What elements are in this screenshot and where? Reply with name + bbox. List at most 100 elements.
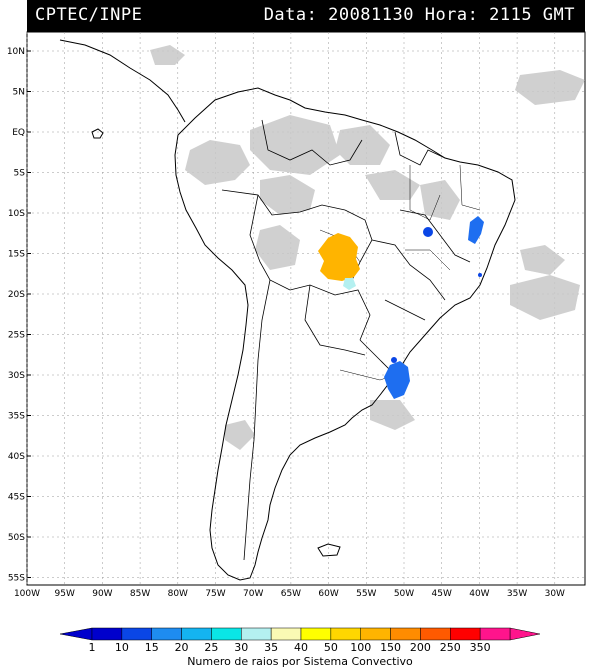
color-scale-label: 200 bbox=[410, 641, 431, 654]
color-scale-swatch bbox=[479, 627, 511, 641]
border bbox=[371, 239, 446, 301]
color-scale-swatch bbox=[330, 627, 361, 641]
border bbox=[304, 284, 366, 356]
color-scale-label: 150 bbox=[380, 641, 401, 654]
color-scale-swatch bbox=[181, 627, 212, 641]
map-header: CPTEC/INPE Data: 20081130 Hora: 2115 GMT bbox=[27, 0, 585, 32]
color-scale-swatch bbox=[241, 627, 272, 641]
color-scale-swatch bbox=[450, 627, 481, 641]
color-scale-label: 15 bbox=[145, 641, 159, 654]
lon-label: 50W bbox=[394, 589, 414, 599]
lat-label: 40S bbox=[8, 452, 25, 462]
lon-label: 60W bbox=[318, 589, 338, 599]
latitude-labels: 10N 5N EQ 5S 10S 15S 20S 25S 30S 35S 40S 45S 50S 55S bbox=[7, 47, 25, 584]
galapagos bbox=[91, 128, 104, 139]
lat-label: 15S bbox=[8, 250, 25, 260]
border bbox=[409, 165, 441, 221]
cloud-patch bbox=[370, 400, 415, 430]
lon-label: 65W bbox=[281, 589, 301, 599]
color-scale-swatch bbox=[121, 627, 152, 641]
country-borders bbox=[221, 119, 471, 561]
lat-label: 45S bbox=[8, 493, 25, 503]
cloud-patch bbox=[255, 225, 300, 270]
color-scale-label: 40 bbox=[294, 641, 308, 654]
border bbox=[243, 279, 271, 561]
convective-system-small bbox=[478, 273, 482, 277]
cloud-patch bbox=[365, 170, 420, 200]
color-scale-label: 350 bbox=[470, 641, 491, 654]
color-scale-swatch bbox=[91, 627, 123, 641]
lon-label: 70W bbox=[243, 589, 263, 599]
central-america-coastline bbox=[59, 39, 186, 123]
color-scale-label: 35 bbox=[264, 641, 278, 654]
lat-label: 35S bbox=[8, 412, 25, 422]
color-scale-swatch bbox=[390, 627, 421, 641]
color-scale-label: 100 bbox=[350, 641, 371, 654]
lon-label: 85W bbox=[130, 589, 150, 599]
lon-label: 90W bbox=[92, 589, 112, 599]
lon-label: 95W bbox=[55, 589, 75, 599]
cloud-patch bbox=[150, 45, 185, 65]
convective-system-blue-south bbox=[384, 361, 410, 399]
border bbox=[405, 249, 451, 271]
lat-label: 20S bbox=[8, 290, 25, 300]
lon-label: 55W bbox=[356, 589, 376, 599]
color-scale-label: 10 bbox=[115, 641, 129, 654]
lon-label: 45W bbox=[432, 589, 452, 599]
lon-label: 30W bbox=[545, 589, 565, 599]
lat-label: 5S bbox=[14, 169, 26, 179]
lat-label: EQ bbox=[12, 128, 25, 138]
falklands bbox=[317, 543, 341, 557]
cloud-patch bbox=[185, 140, 250, 185]
header-source: CPTEC/INPE bbox=[35, 5, 143, 25]
lon-label: 75W bbox=[205, 589, 225, 599]
border bbox=[289, 284, 371, 341]
border bbox=[261, 119, 363, 166]
header-datetime: Data: 20081130 Hora: 2115 GMT bbox=[263, 5, 575, 25]
convective-system-small bbox=[423, 227, 433, 237]
south-america-coastline bbox=[174, 87, 516, 581]
color-scale-title: Numero de raios por Sistema Convectivo bbox=[187, 655, 413, 668]
convective-system-light bbox=[343, 278, 356, 290]
border bbox=[384, 299, 426, 321]
border bbox=[249, 194, 291, 291]
map-frame bbox=[26, 31, 586, 586]
color-scale-swatch bbox=[360, 627, 391, 641]
cloud-patch bbox=[510, 275, 580, 320]
color-scale-arrow-left bbox=[59, 627, 93, 641]
lat-label: 25S bbox=[8, 331, 25, 341]
lon-label: 40W bbox=[469, 589, 489, 599]
longitude-labels: 100W 95W 90W 85W 80W 75W 70W 65W 60W 55W 50W 45W 40W… bbox=[14, 589, 565, 599]
convective-system-orange bbox=[318, 233, 360, 281]
color-scale-arrow-right bbox=[509, 627, 541, 641]
border bbox=[459, 164, 481, 211]
color-scale-swatch bbox=[300, 627, 332, 641]
color-scale: 1 10 15 20 25 30 35 40 50 100 150 200 250 350 bbox=[59, 627, 541, 654]
border bbox=[221, 189, 346, 216]
cloud-patch bbox=[335, 125, 390, 165]
cloud-patch bbox=[520, 245, 565, 275]
lat-label: 30S bbox=[8, 371, 25, 381]
lat-label: 55S bbox=[8, 574, 25, 584]
lat-label: 5N bbox=[13, 88, 25, 98]
color-scale-label: 30 bbox=[234, 641, 248, 654]
border bbox=[394, 131, 446, 166]
convective-system-small bbox=[391, 357, 397, 363]
cloud-patch bbox=[515, 70, 585, 105]
cloud-patch bbox=[225, 420, 255, 450]
lat-label: 10N bbox=[7, 47, 25, 57]
lon-label: 100W bbox=[14, 589, 40, 599]
color-scale-swatch bbox=[270, 627, 302, 641]
color-scale-label: 20 bbox=[175, 641, 189, 654]
cloud-patch bbox=[250, 115, 340, 175]
color-scale-label: 250 bbox=[440, 641, 461, 654]
color-scale-swatch bbox=[420, 627, 451, 641]
lat-label: 50S bbox=[8, 533, 25, 543]
lat-label: 10S bbox=[8, 209, 25, 219]
convective-system-blue bbox=[468, 216, 484, 244]
cloud-cover bbox=[150, 45, 585, 450]
color-scale-label: 25 bbox=[204, 641, 218, 654]
lon-label: 80W bbox=[168, 589, 188, 599]
cloud-patch bbox=[260, 175, 315, 215]
color-scale-label: 50 bbox=[324, 641, 338, 654]
